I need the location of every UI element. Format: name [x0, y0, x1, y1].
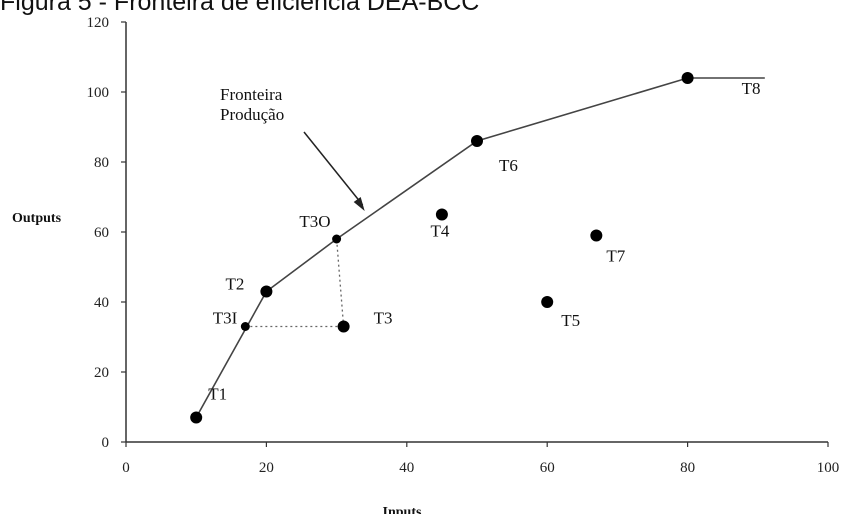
point-t5	[541, 296, 554, 308]
x-tick-label: 20	[259, 460, 274, 476]
frontier-layer	[195, 77, 765, 418]
y-tick-label: 100	[87, 85, 110, 101]
projection-layer	[245, 238, 345, 328]
point-t3o	[332, 234, 342, 244]
point-label-t4: T4	[430, 222, 449, 241]
y-tick-label: 20	[94, 365, 109, 381]
annotation-text-line: Produção	[220, 105, 284, 124]
point-label-t6: T6	[499, 156, 518, 175]
y-tick-label: 0	[102, 435, 110, 451]
x-tick-label: 100	[817, 460, 840, 476]
point-t6	[471, 135, 483, 147]
projection-line	[335, 238, 345, 327]
y-tick-label: 60	[94, 225, 109, 241]
point-label-t3o: T3O	[299, 212, 330, 231]
point-label-t2: T2	[226, 275, 245, 294]
y-tick-label: 40	[94, 295, 109, 311]
point-t3i	[240, 322, 250, 331]
annotation-arrow-head	[353, 197, 365, 211]
point-label-t1: T1	[208, 385, 227, 404]
point-label-t7: T7	[606, 247, 625, 266]
x-tick-label: 80	[680, 460, 695, 476]
annotation-text-line: Fronteira	[220, 85, 283, 104]
point-t2	[260, 285, 273, 298]
y-tick-label: 120	[87, 15, 110, 31]
x-tick-label: 0	[122, 460, 130, 476]
point-label-t3i: T3I	[213, 309, 238, 328]
point-label-t5: T5	[561, 311, 580, 330]
y-axis-label: Outputs	[12, 211, 62, 226]
figure-caption: Figura 5 - Fronteira de eficiência DEA-B…	[0, 0, 480, 16]
x-tick-label: 40	[399, 460, 414, 476]
labels-layer: T1 T2 T3 T3I T3O T4 T5 T6 T7 T8	[208, 79, 760, 404]
point-label-t8: T8	[742, 79, 761, 98]
axes: 0 20 40 60 80 100 0 20 40 60 80 100 120 Outputs Inputs	[12, 15, 839, 514]
point-t4	[435, 208, 448, 221]
point-t8	[681, 72, 694, 84]
annotation-arrow-line	[303, 131, 364, 206]
point-label-t3: T3	[374, 309, 393, 328]
y-tick-label: 80	[94, 155, 109, 171]
x-axis-label: Inputs	[383, 505, 422, 514]
point-t3	[337, 320, 350, 333]
x-tick-label: 60	[540, 460, 555, 476]
frontier-line	[195, 77, 765, 418]
points-layer	[190, 72, 694, 424]
point-t1	[190, 411, 203, 424]
point-t7	[590, 229, 603, 242]
